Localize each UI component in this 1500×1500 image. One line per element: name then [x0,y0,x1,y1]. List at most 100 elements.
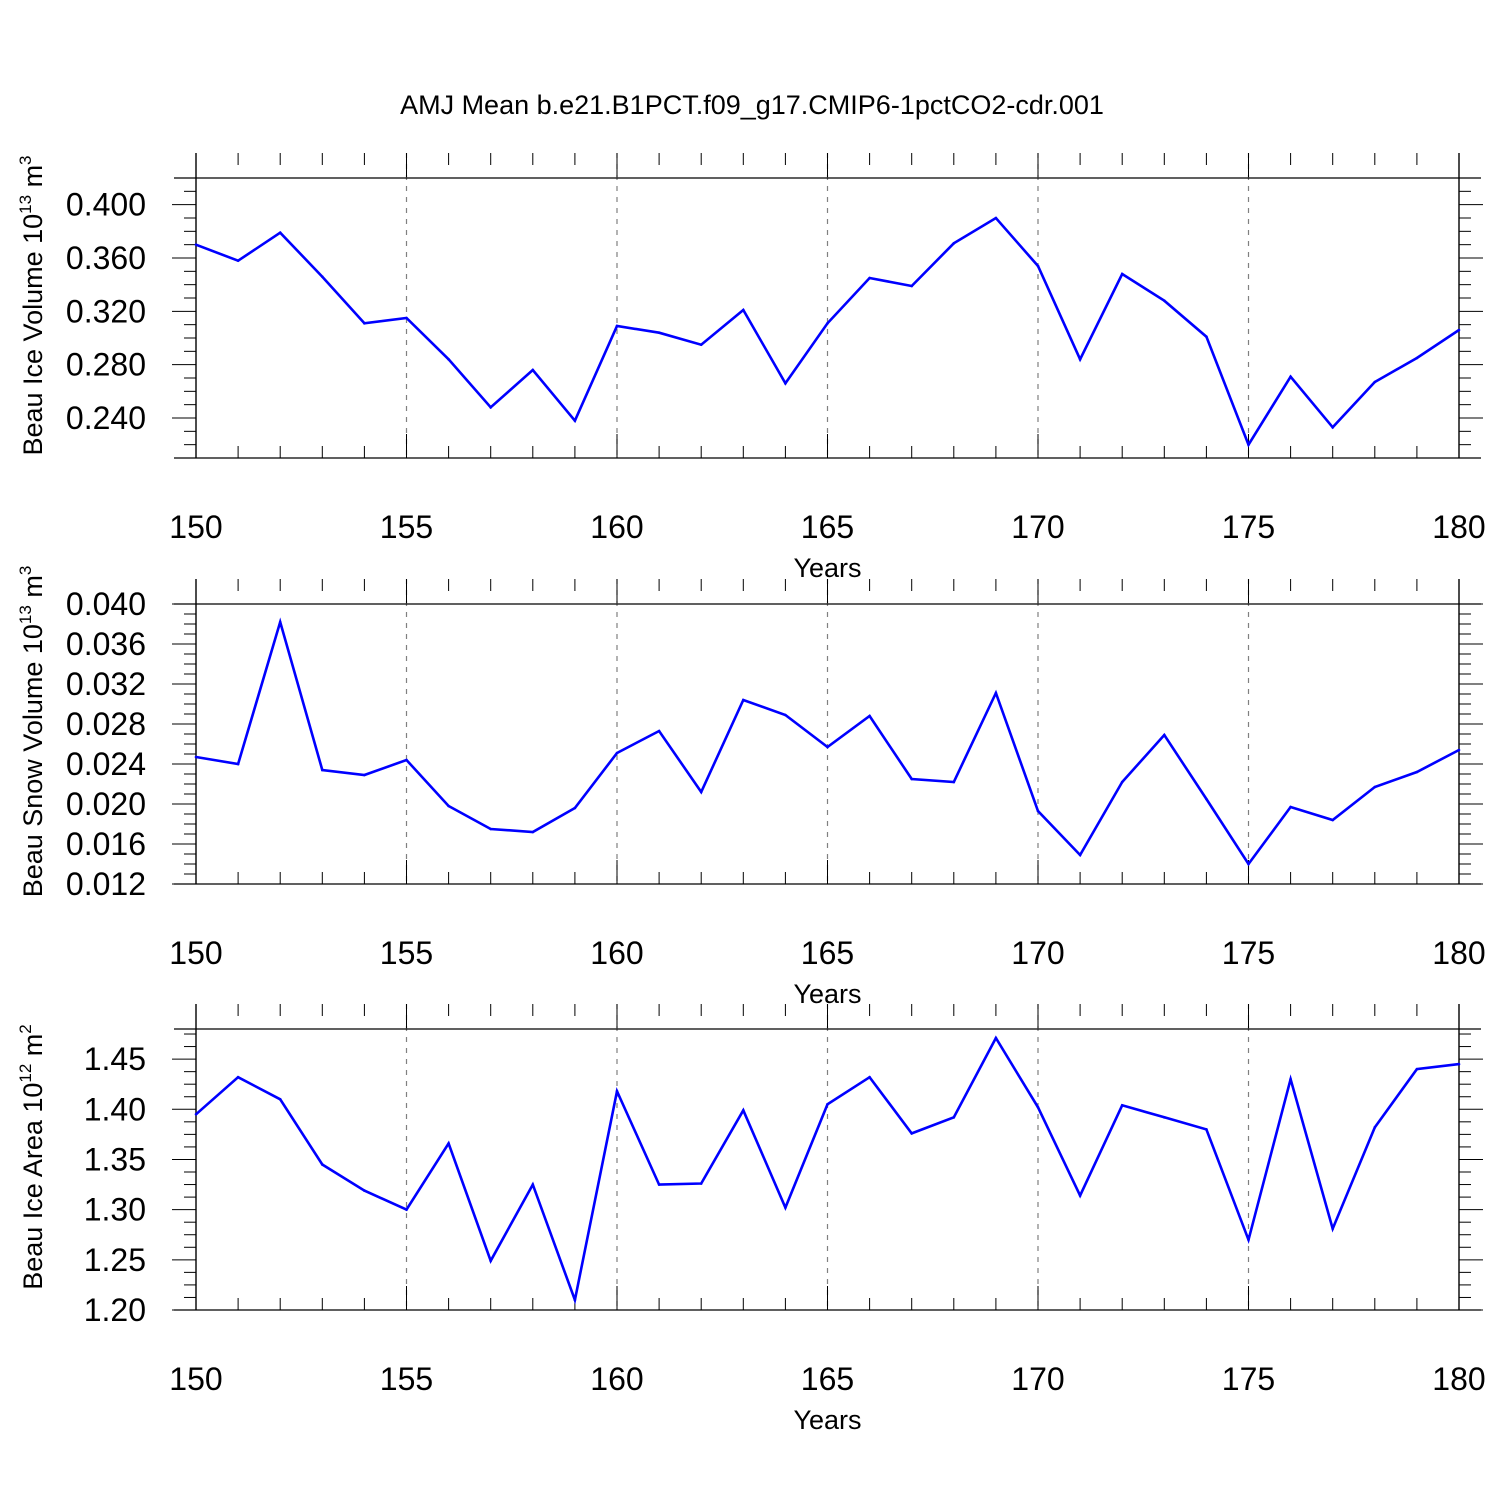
data-point [995,217,998,220]
data-point [616,325,619,328]
x-tick-label: 160 [590,935,643,971]
data-point [574,807,577,810]
data-point [321,769,324,772]
data-point [868,277,871,280]
data-point [1247,1238,1250,1241]
data-point [784,1206,787,1209]
data-point [321,1163,324,1166]
data-point [279,1098,282,1101]
y-axis-label: Beau Ice Volume 1013 m3 [16,155,48,455]
x-axis-label: Years [793,553,861,583]
data-point [1289,806,1292,809]
panel-2: 150 155 160 165 170 175 180Years0.0120.0160.02… [16,566,1486,1009]
data-point [195,243,198,246]
data-point [405,1208,408,1211]
data-point [1037,810,1040,813]
data-point [868,715,871,718]
data-point [1163,299,1166,302]
data-point [1289,1078,1292,1081]
x-tick-label: 170 [1011,935,1064,971]
figure-title: AMJ Mean b.e21.B1PCT.f09_g17.CMIP6-1pctC… [400,90,1104,120]
x-tick-label: 175 [1222,1361,1275,1397]
data-point [237,259,240,262]
data-point [658,1183,661,1186]
data-point [1458,749,1461,752]
data-point [489,1260,492,1263]
x-tick-label: 175 [1222,935,1275,971]
x-tick-label: 155 [380,1361,433,1397]
x-axis-label: Years [793,1405,861,1435]
y-tick-label: 1.30 [84,1192,146,1228]
data-point [1374,381,1377,384]
data-point [405,759,408,762]
x-tick-label: 165 [801,509,854,545]
data-point [1331,819,1334,822]
data-point [1037,265,1040,268]
x-tick-label: 170 [1011,1361,1064,1397]
data-point [700,343,703,346]
data-point [616,752,619,755]
data-point [1458,1063,1461,1066]
y-tick-label: 0.036 [66,626,146,662]
data-point [784,382,787,385]
data-point [1079,1194,1082,1197]
data-point [826,1103,829,1106]
x-tick-label: 165 [801,1361,854,1397]
data-point [195,1113,198,1116]
y-tick-label: 1.35 [84,1141,146,1177]
data-point [953,242,956,245]
y-tick-label: 0.360 [66,240,146,276]
x-tick-label: 180 [1432,1361,1485,1397]
data-point [574,419,577,422]
data-point [1331,1227,1334,1230]
figure: AMJ Mean b.e21.B1PCT.f09_g17.CMIP6-1pctC… [0,0,1500,1500]
x-tick-label: 150 [169,935,222,971]
y-tick-label: 0.280 [66,347,146,383]
data-point [321,275,324,278]
data-point [1121,273,1124,276]
data-point [447,805,450,808]
y-tick-label: 0.320 [66,293,146,329]
data-point [1374,786,1377,789]
data-point [995,1037,998,1040]
x-tick-label: 155 [380,509,433,545]
y-tick-label: 0.028 [66,706,146,742]
data-point [910,285,913,288]
x-tick-label: 180 [1432,935,1485,971]
data-point [237,1076,240,1079]
y-axis-label: Beau Snow Volume 1013 m3 [16,566,48,898]
y-tick-label: 0.040 [66,586,146,622]
data-point [532,369,535,372]
data-point [953,781,956,784]
data-point [1458,329,1461,332]
data-point [910,778,913,781]
x-tick-label: 165 [801,935,854,971]
data-point [363,774,366,777]
data-point [237,763,240,766]
data-point [1416,357,1419,360]
data-point [658,730,661,733]
panels: 150 155 160 165 170 175 180 Years 0.240 0.280 0.32… [16,153,1486,1435]
data-point [1163,1116,1166,1119]
data-point [784,714,787,717]
x-tick-label: 150 [169,1361,222,1397]
data-point [1247,443,1250,446]
data-point [910,1132,913,1135]
x-tick-label: 170 [1011,509,1064,545]
y-tick-label: 0.020 [66,786,146,822]
data-point [1121,1104,1124,1107]
y-axis-label: Beau Ice Area 1012 m2 [16,1024,48,1290]
data-point [1205,1128,1208,1131]
y-tick-label: 0.032 [66,666,146,702]
y-tick-label: 1.45 [84,1041,146,1077]
data-point [532,1183,535,1186]
data-point [868,1076,871,1079]
data-point [700,791,703,794]
data-point [574,1299,577,1302]
data-point [616,1090,619,1093]
data-point [363,1189,366,1192]
x-tick-label: 160 [590,1361,643,1397]
data-point [489,828,492,831]
data-point [700,1182,703,1185]
data-point [1247,863,1250,866]
